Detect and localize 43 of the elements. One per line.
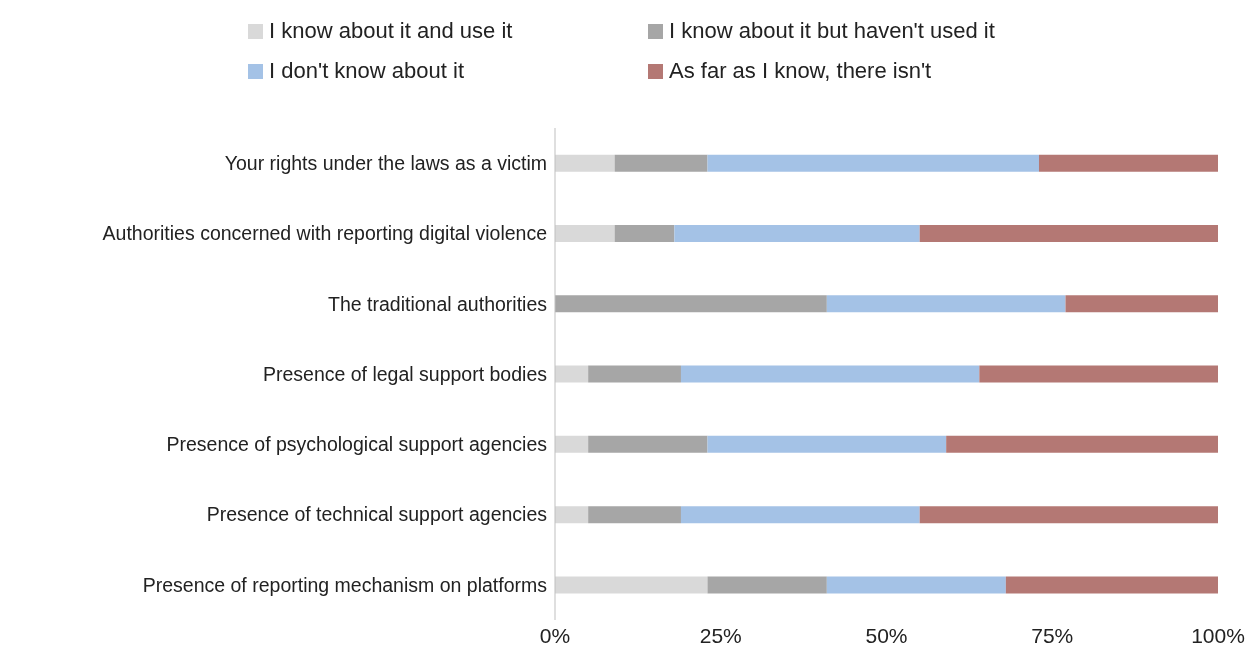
bar [1038, 154, 1218, 172]
bar [614, 224, 675, 242]
bar [1065, 295, 1218, 313]
y-tick-label: The traditional authorities [328, 292, 548, 315]
y-tick-label: Authorities concerned with reporting digital violence [102, 222, 547, 245]
y-tick-label: Presence of reporting mechanism on platforms [142, 573, 548, 596]
bar [555, 506, 589, 524]
bar [555, 154, 615, 172]
y-tick-label: Presence of technical support agencies [206, 503, 548, 526]
x-tick-label: 0% [539, 623, 571, 647]
bar [707, 435, 947, 453]
bar [946, 435, 1218, 453]
bar [555, 224, 615, 242]
legend-label: I know about it and use it [269, 18, 513, 44]
x-tick-label: 50% [865, 623, 908, 647]
bar [555, 576, 708, 594]
bar [919, 224, 1218, 242]
bar [707, 154, 1039, 172]
bar [588, 506, 681, 524]
bar [979, 365, 1218, 383]
x-tick-label: 75% [1031, 623, 1074, 647]
bar [680, 365, 980, 383]
y-tick-label: Your rights under the laws as a victim [224, 152, 547, 175]
legend-label: I don't know about it [269, 58, 464, 84]
bar [674, 224, 920, 242]
bar [919, 506, 1218, 524]
bar [555, 365, 589, 383]
legend-label: As far as I know, there isn't [669, 58, 932, 84]
y-tick-label: Presence of legal support bodies [262, 362, 548, 385]
x-tick-label: 100% [1191, 623, 1245, 647]
bar [826, 576, 1006, 594]
bar [588, 365, 681, 383]
bar [614, 154, 708, 172]
bar [555, 435, 589, 453]
bar [826, 295, 1066, 313]
bar [680, 506, 920, 524]
x-tick-label: 25% [699, 623, 742, 647]
bar [588, 435, 708, 453]
legend-label: I know about it but haven't used it [669, 18, 995, 44]
y-tick-label: Presence of psychological support agencies [166, 433, 548, 456]
bar [555, 295, 827, 313]
bar [707, 576, 827, 594]
bar [1005, 576, 1218, 594]
